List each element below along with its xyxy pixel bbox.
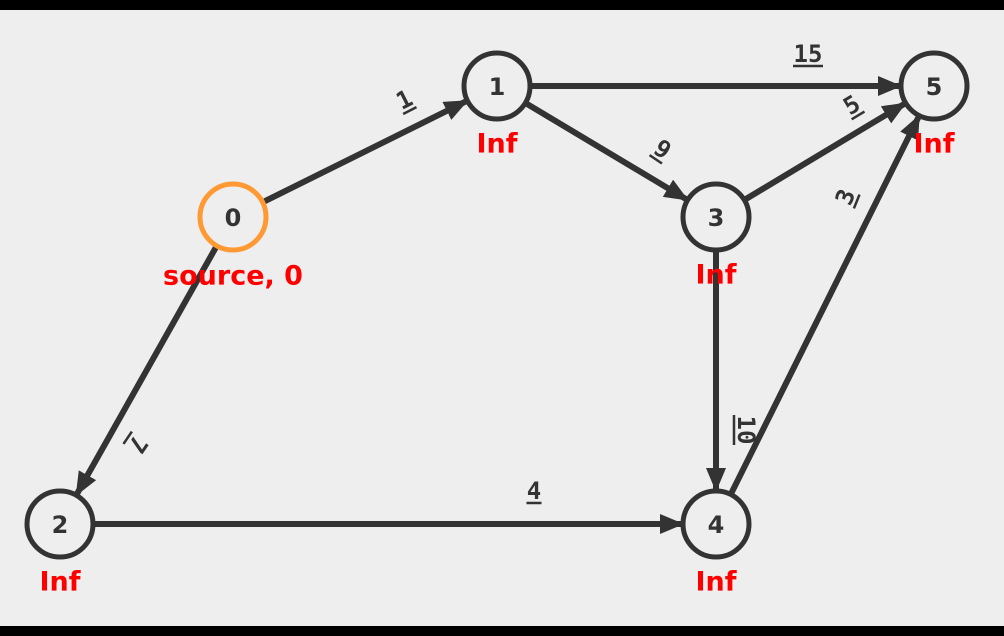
node-5[interactable]: 5 [898,50,970,122]
edge-weight-text: 10 [732,416,760,445]
distance-label-5: Inf [913,129,954,160]
top-frame-bar [0,0,1004,10]
node-circle [680,181,752,253]
distance-label-3: Inf [695,260,736,291]
node-label: 2 [52,511,69,539]
nodes-layer: 0 1 2 3 4 5 [24,50,970,560]
edge-weight-underline [122,430,133,445]
node-label: 3 [708,204,725,232]
node-circle [680,488,752,560]
edge-weight-text: 4 [527,477,541,505]
node-2[interactable]: 2 [24,488,96,560]
distance-label-1: Inf [476,129,517,160]
edge-1-3 [523,100,689,203]
node-label: 4 [708,511,725,539]
edge-weight-underline [648,154,663,165]
edge-3-5 [742,100,907,203]
distance-label-2: Inf [39,567,80,598]
edge-weight-underline [852,194,861,209]
edge-weight-2-4: 4 [526,477,542,505]
node-circle [461,50,533,122]
node-circle [197,181,269,253]
node-3[interactable]: 3 [680,181,752,253]
node-label: 5 [926,73,943,101]
node-label: 0 [225,204,242,232]
edge-weight-underline [402,106,418,116]
edge-0-1 [261,98,469,206]
distance-label-4: Inf [695,567,736,598]
edge-weight-1-5: 15 [793,40,823,68]
node-4[interactable]: 4 [680,488,752,560]
edge-weight-text: 15 [794,40,823,68]
distance-label-0: source, 0 [163,261,303,292]
node-0[interactable]: 0 [197,181,269,253]
bottom-frame-bar [0,626,1004,636]
node-label: 1 [489,73,506,101]
edge-weight-3-4: 10 [732,415,760,445]
node-1[interactable]: 1 [461,50,533,122]
edges-layer [74,76,922,534]
edge-4-5 [728,114,922,496]
edge-0-2 [74,244,220,497]
distance-labels-layer: source, 0 Inf Inf Inf Inf Inf [39,129,954,598]
node-circle [898,50,970,122]
edge-weight-underline [850,110,866,121]
node-circle [24,488,96,560]
